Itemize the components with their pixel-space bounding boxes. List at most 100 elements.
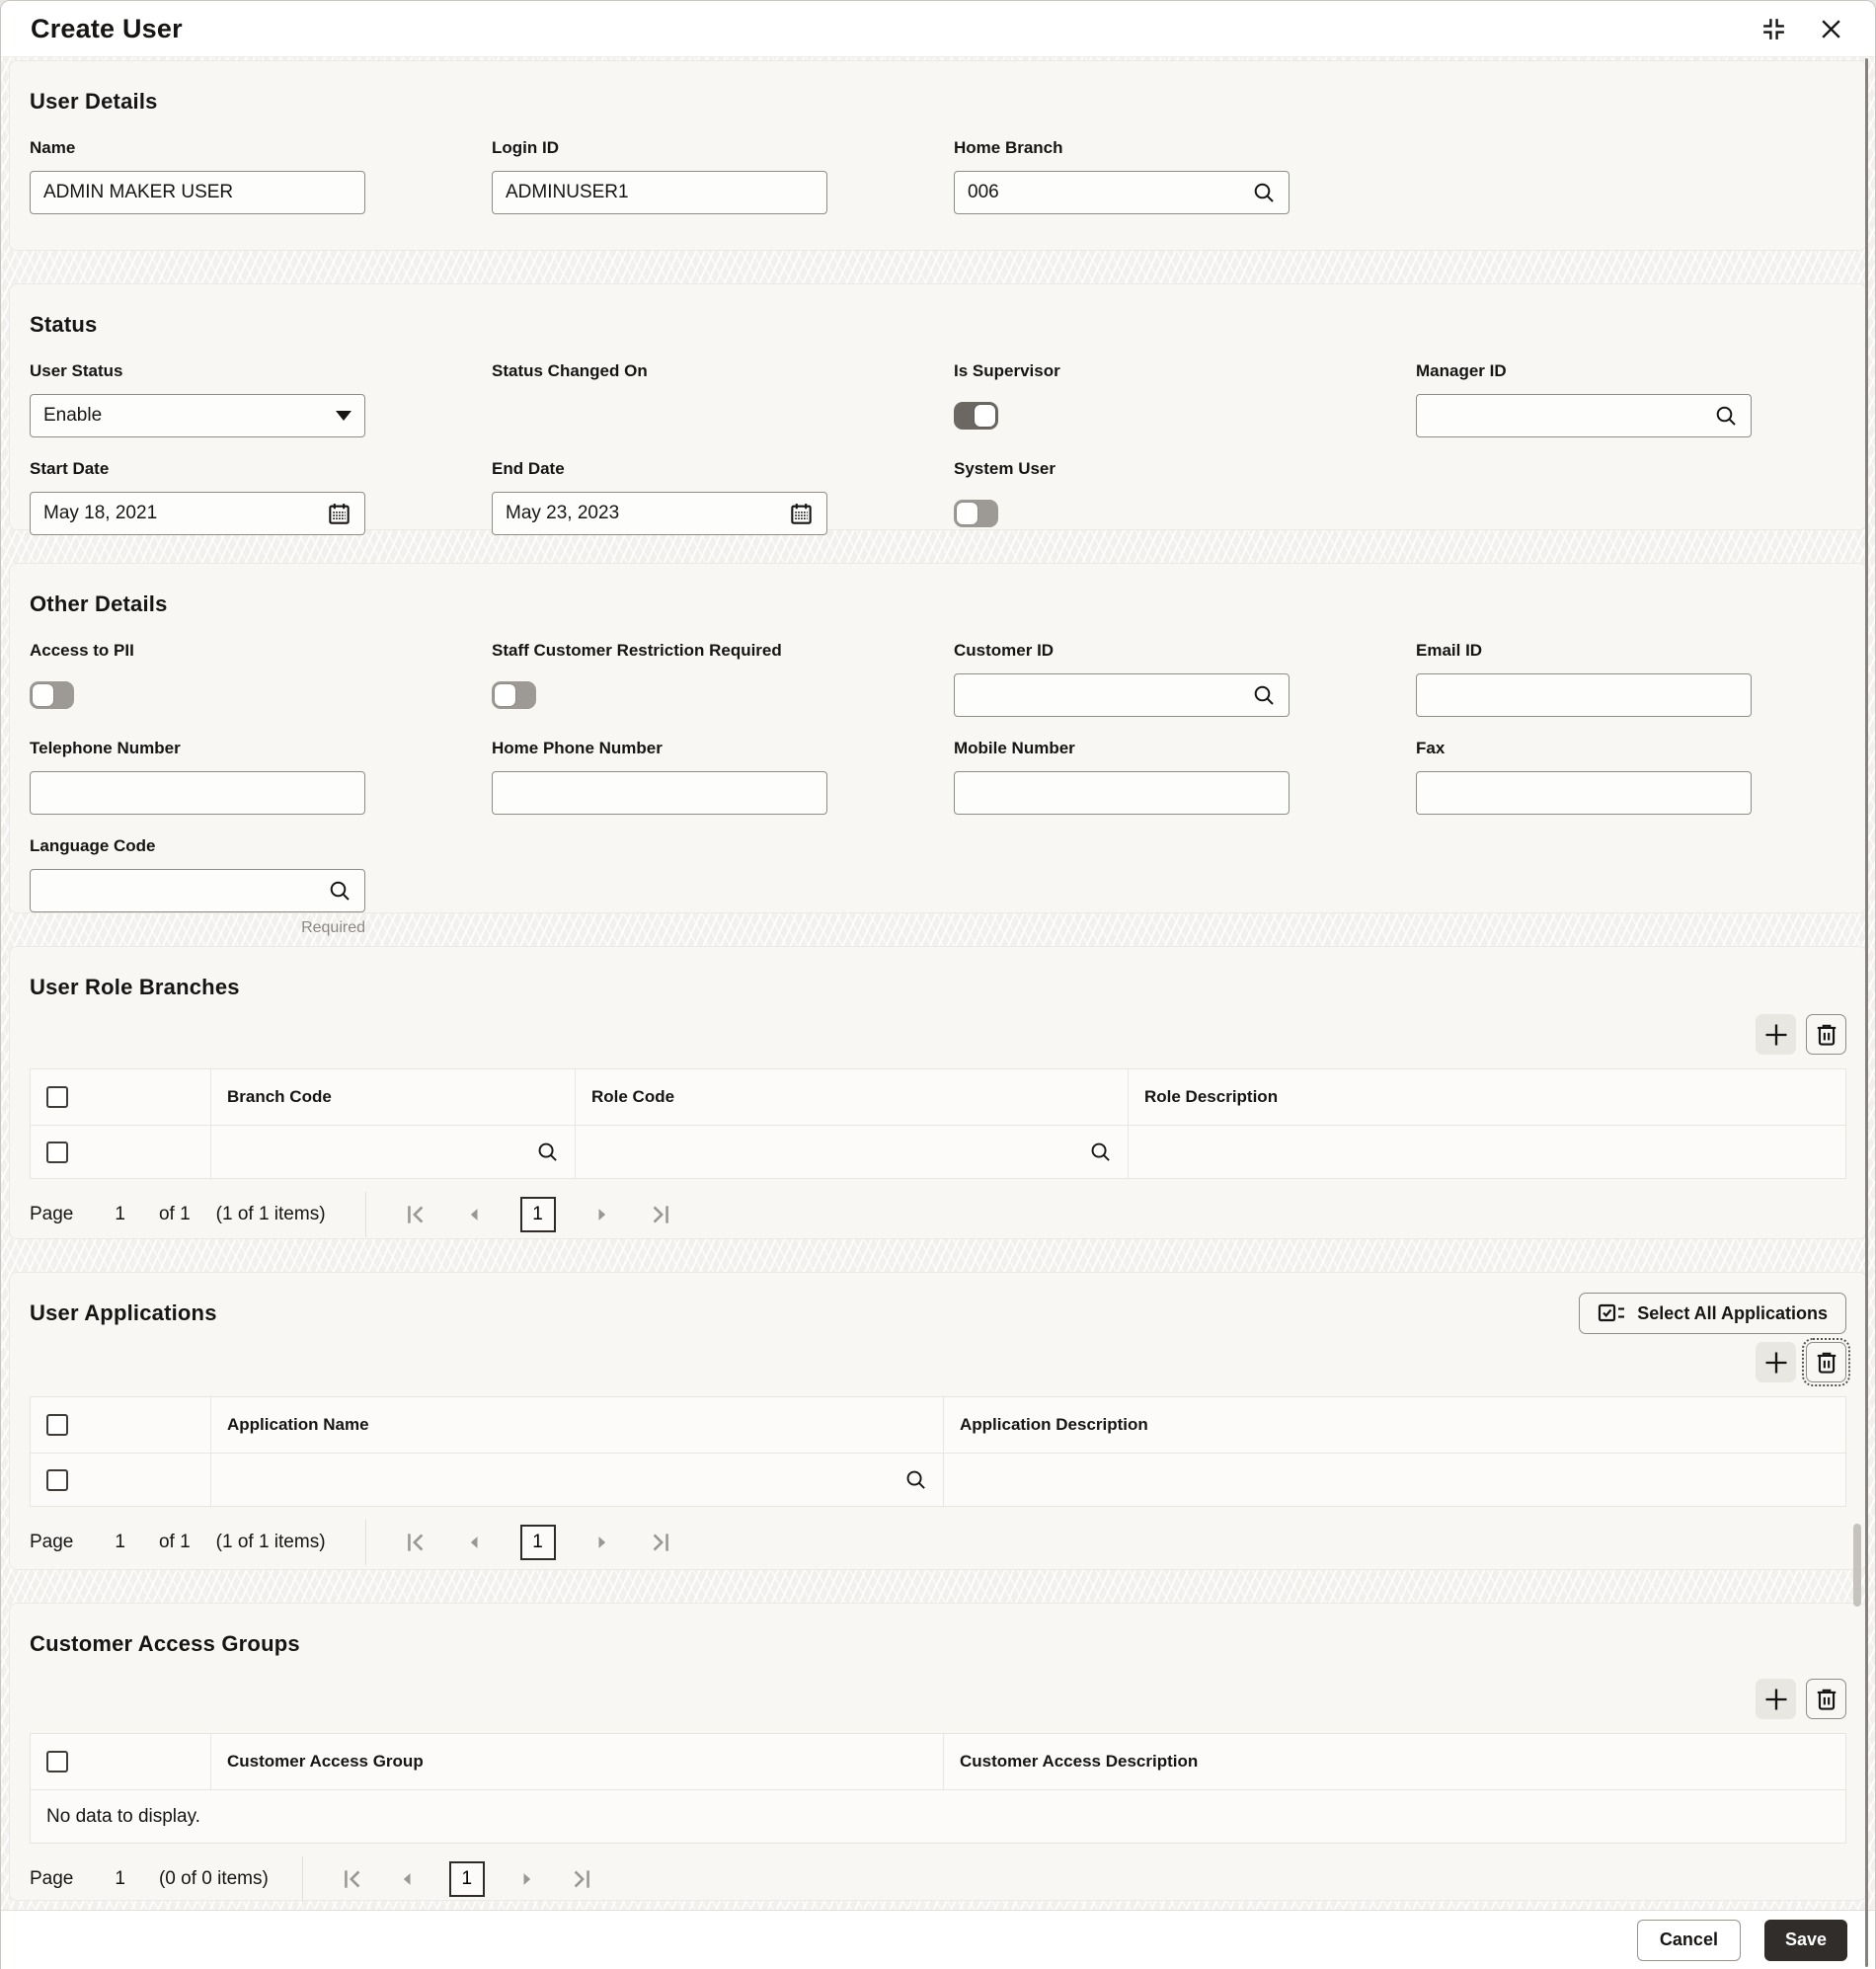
- field-manager-id: Manager ID: [1416, 361, 1752, 437]
- section-customer-access-groups: Customer Access Groups: [9, 1603, 1867, 1902]
- close-icon: [1819, 17, 1843, 41]
- last-page-button[interactable]: [647, 1202, 672, 1227]
- start-date-input[interactable]: May 18, 2021: [30, 492, 365, 535]
- previous-page-button[interactable]: [398, 1869, 418, 1889]
- search-icon[interactable]: [227, 1141, 559, 1163]
- select-all-checkbox[interactable]: [46, 1414, 68, 1436]
- field-label: Is Supervisor: [954, 361, 1060, 380]
- calendar-icon[interactable]: [327, 502, 352, 526]
- is-supervisor-toggle[interactable]: [954, 402, 998, 430]
- page-number-input[interactable]: 1: [115, 1532, 125, 1552]
- home-branch-input[interactable]: 006: [954, 171, 1290, 214]
- delete-row-button[interactable]: [1806, 1014, 1846, 1055]
- application-description-cell: [943, 1454, 1845, 1506]
- pagination: Page 1 (0 of 0 items) 1: [30, 1856, 1846, 1902]
- plus-icon: [1762, 1349, 1790, 1377]
- close-window-button[interactable]: [1814, 12, 1847, 45]
- search-icon[interactable]: [227, 1468, 927, 1491]
- current-page-button[interactable]: 1: [448, 1861, 485, 1897]
- field-label: Start Date: [30, 459, 110, 478]
- customer-id-input[interactable]: [954, 673, 1290, 717]
- page-number-input[interactable]: 1: [115, 1868, 125, 1889]
- field-label: Status Changed On: [492, 361, 648, 380]
- search-icon[interactable]: [1252, 181, 1276, 204]
- last-page-button[interactable]: [568, 1866, 593, 1892]
- select-all-checkbox[interactable]: [46, 1086, 68, 1108]
- select-all-applications-button[interactable]: Select All Applications: [1579, 1293, 1846, 1334]
- branch-code-cell-input[interactable]: [210, 1126, 575, 1178]
- first-page-button[interactable]: [341, 1866, 366, 1892]
- row-checkbox[interactable]: [46, 1468, 68, 1491]
- select-all-header-cell: [31, 1069, 210, 1125]
- next-page-button[interactable]: [516, 1869, 536, 1889]
- table-row: [31, 1453, 1845, 1506]
- login-id-input[interactable]: ADMINUSER1: [492, 171, 827, 214]
- section-title: User Applications: [30, 1300, 217, 1325]
- vertical-scrollbar[interactable]: [1865, 58, 1868, 1967]
- name-input[interactable]: ADMIN MAKER USER: [30, 171, 365, 214]
- user-status-select[interactable]: Enable: [30, 394, 365, 437]
- application-name-cell-input[interactable]: [210, 1454, 943, 1506]
- search-icon[interactable]: [1714, 404, 1738, 428]
- trash-icon: [1814, 1350, 1839, 1376]
- toggle-knob: [956, 502, 978, 525]
- previous-page-button[interactable]: [465, 1533, 485, 1552]
- staff-restriction-toggle[interactable]: [492, 681, 536, 709]
- add-row-button[interactable]: [1756, 1014, 1796, 1055]
- delete-row-button[interactable]: [1806, 1679, 1846, 1719]
- last-page-button[interactable]: [647, 1530, 672, 1555]
- first-page-button[interactable]: [404, 1202, 430, 1227]
- role-code-cell-input[interactable]: [575, 1126, 1128, 1178]
- field-label: Access to PII: [30, 641, 134, 660]
- field-status-changed-on: Status Changed On: [492, 361, 827, 437]
- row-checkbox[interactable]: [46, 1141, 68, 1163]
- field-label: Staff Customer Restriction Required: [492, 641, 782, 660]
- field-label: Manager ID: [1416, 361, 1507, 380]
- save-button[interactable]: Save: [1763, 1919, 1847, 1961]
- fax-input[interactable]: [1416, 771, 1752, 815]
- plus-icon: [1762, 1021, 1790, 1049]
- telephone-input[interactable]: [30, 771, 365, 815]
- next-page-button[interactable]: [591, 1205, 611, 1224]
- role-description-cell: [1128, 1126, 1845, 1178]
- titlebar: Create User: [1, 1, 1875, 57]
- email-id-input[interactable]: [1416, 673, 1752, 717]
- delete-row-button[interactable]: [1802, 1338, 1850, 1386]
- inner-scrollbar-thumb[interactable]: [1853, 1524, 1861, 1607]
- field-label: Name: [30, 138, 76, 157]
- next-page-button[interactable]: [591, 1533, 611, 1552]
- field-telephone: Telephone Number: [30, 739, 365, 815]
- search-icon[interactable]: [1252, 683, 1276, 707]
- page-number-input[interactable]: 1: [115, 1204, 125, 1224]
- language-code-input[interactable]: [30, 869, 365, 912]
- home-phone-input[interactable]: [492, 771, 827, 815]
- previous-page-button[interactable]: [465, 1205, 485, 1224]
- calendar-icon[interactable]: [789, 502, 814, 526]
- manager-id-input[interactable]: [1416, 394, 1752, 437]
- field-label: Customer ID: [954, 641, 1055, 660]
- current-page-button[interactable]: 1: [519, 1197, 556, 1232]
- end-date-input[interactable]: May 23, 2023: [492, 492, 827, 535]
- access-to-pii-toggle[interactable]: [30, 681, 74, 709]
- add-row-button[interactable]: [1756, 1679, 1796, 1719]
- column-header: Customer Access Group: [210, 1734, 943, 1789]
- search-icon[interactable]: [591, 1141, 1112, 1163]
- system-user-toggle[interactable]: [954, 500, 998, 527]
- search-icon[interactable]: [328, 879, 352, 903]
- field-label: Mobile Number: [954, 739, 1075, 757]
- section-status: Status User Status Enable Status Changed…: [9, 283, 1867, 535]
- field-label: Email ID: [1416, 641, 1483, 660]
- restore-window-button[interactable]: [1757, 12, 1790, 45]
- first-page-button[interactable]: [404, 1530, 430, 1555]
- add-row-button[interactable]: [1756, 1342, 1796, 1382]
- current-page-button[interactable]: 1: [519, 1525, 556, 1560]
- section-title: User Role Branches: [30, 975, 240, 999]
- form-content: User Details Name ADMIN MAKER USER Login…: [1, 57, 1875, 1911]
- cancel-button[interactable]: Cancel: [1636, 1919, 1741, 1961]
- field-fax: Fax: [1416, 739, 1752, 815]
- select-all-checkbox[interactable]: [46, 1751, 68, 1772]
- mobile-input[interactable]: [954, 771, 1290, 815]
- footer-action-bar: Cancel Save: [1, 1911, 1875, 1969]
- section-title: User Details: [30, 89, 158, 114]
- page-title: Create User: [31, 13, 183, 43]
